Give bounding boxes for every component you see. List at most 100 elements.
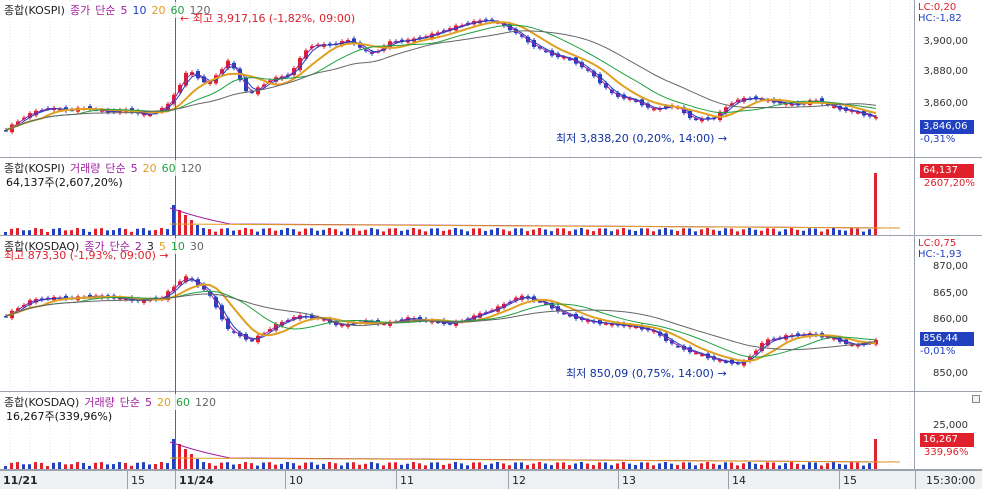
- kosdaq-candle-chart: [4, 236, 911, 391]
- volume-bar: [82, 228, 85, 235]
- volume-bar: [748, 228, 751, 235]
- kospi-volume-plot[interactable]: 종합(KOSPI) 거래량 단순 5 20 60 120 64,137주(2,607,20%…: [0, 158, 915, 235]
- candle-body: [232, 331, 236, 333]
- kosdaq-hc: HC:-1,93: [918, 249, 962, 260]
- volume-bar: [802, 464, 805, 469]
- moving-average-line: [5, 30, 877, 131]
- volume-bar: [52, 228, 55, 235]
- volume-bar: [694, 465, 697, 469]
- candle-body: [652, 108, 656, 111]
- kosdaq-plot-area[interactable]: 종합(KOSDAQ) 종가 단순 2 3 5 10 30 최고 873,30 (-1,93%,…: [0, 236, 915, 391]
- kospi-volume-axis[interactable]: 64,137 2607,20%: [916, 158, 982, 235]
- volume-bar: [742, 229, 745, 235]
- volume-bar: [496, 228, 499, 235]
- time-axis[interactable]: 11/21 15 11/24 10 11 12 13 14 15 15:30:0…: [0, 470, 982, 489]
- volume-bar: [856, 228, 859, 235]
- volume-bar: [310, 462, 313, 469]
- kosdaq-volume-badge: 16,267: [920, 433, 974, 447]
- collapse-pane-icon[interactable]: [972, 395, 980, 403]
- volume-bar: [508, 465, 511, 469]
- moving-average-line: [5, 20, 877, 131]
- volume-bar: [616, 463, 619, 469]
- date-label: 11/24: [179, 474, 214, 487]
- kospi-price-axis[interactable]: LC:0,20 HC:-1,82 3,900,00 3,880,00 3,860…: [916, 0, 982, 157]
- volume-bar: [52, 462, 55, 469]
- kospi-price-pane[interactable]: 종합(KOSPI) 종가 단순 5 10 20 60 120 ← 최고 3,917,16 (-…: [0, 0, 982, 158]
- volume-bar: [610, 465, 613, 469]
- volume-bar: [214, 231, 217, 235]
- kosdaq-price-axis[interactable]: LC:0,75 HC:-1,93 870,00 865,00 860,00 85…: [916, 236, 982, 391]
- volume-bar: [436, 462, 439, 469]
- volume-bar: [160, 462, 163, 469]
- volume-bar: [352, 228, 355, 235]
- axis-separator: [508, 471, 509, 489]
- kosdaq-tick: 865,00: [933, 288, 968, 299]
- title-word: 60: [161, 162, 176, 175]
- candle-body: [64, 295, 68, 300]
- volume-bar: [136, 228, 139, 235]
- kosdaq-price-pane[interactable]: 종합(KOSDAQ) 종가 단순 2 3 5 10 30 최고 873,30 (-1,93%,…: [0, 236, 982, 392]
- volume-bar: [676, 230, 679, 235]
- volume-bar: [508, 231, 511, 235]
- volume-bar: [754, 463, 757, 469]
- moving-average-line: [5, 21, 877, 131]
- candle-body: [364, 49, 368, 52]
- kospi-plot-area[interactable]: 종합(KOSPI) 종가 단순 5 10 20 60 120 ← 최고 3,917,16 (-…: [0, 0, 915, 157]
- axis-separator: [618, 471, 619, 489]
- kosdaq-tick: 870,00: [933, 261, 968, 272]
- title-word: 종합(KOSDAQ): [4, 396, 80, 409]
- volume-bar: [712, 229, 715, 235]
- kosdaq-low-label: 최저 850,09 (0,75%, 14:00) →: [566, 367, 727, 380]
- volume-bar: [154, 464, 157, 469]
- volume-bar: [832, 462, 835, 469]
- volume-bar: [454, 462, 457, 469]
- volume-bar: [46, 231, 49, 235]
- kosdaq-volume-plot[interactable]: 종합(KOSDAQ) 거래량 단순 5 20 60 120 16,267주(339,96%): [0, 392, 915, 469]
- volume-bar: [418, 229, 421, 235]
- volume-bar: [706, 462, 709, 469]
- volume-bar: [256, 231, 259, 235]
- volume-bar: [418, 463, 421, 469]
- volume-bar: [130, 465, 133, 469]
- volume-bar: [436, 228, 439, 235]
- volume-bar: [442, 464, 445, 469]
- volume-bar: [586, 463, 589, 469]
- volume-bar: [568, 465, 571, 469]
- volume-bar: [760, 230, 763, 235]
- kosdaq-volume-pane[interactable]: 종합(KOSDAQ) 거래량 단순 5 20 60 120 16,267주(339,96%)…: [0, 392, 982, 470]
- volume-bar: [622, 228, 625, 235]
- volume-bar: [274, 230, 277, 235]
- candle-body: [634, 100, 638, 102]
- volume-bar: [796, 229, 799, 235]
- volume-bar: [502, 229, 505, 235]
- volume-bar: [226, 462, 229, 469]
- kospi-price-badge: 3,846,06: [920, 120, 974, 134]
- kosdaq-change: -0,01%: [920, 346, 956, 357]
- volume-bar: [850, 228, 853, 235]
- volume-bar: [670, 463, 673, 469]
- volume-bar: [874, 439, 877, 469]
- volume-bar: [658, 463, 661, 469]
- volume-bar: [148, 230, 151, 235]
- kospi-volume-pane[interactable]: 종합(KOSPI) 거래량 단순 5 20 60 120 64,137주(2,607,20%…: [0, 158, 982, 236]
- volume-bar: [562, 228, 565, 235]
- volume-bar: [292, 229, 295, 235]
- volume-bar: [16, 228, 19, 235]
- volume-bar: [262, 228, 265, 235]
- volume-bar: [724, 462, 727, 469]
- candle-body: [520, 35, 524, 37]
- volume-bar: [148, 464, 151, 469]
- volume-bar: [826, 463, 829, 469]
- volume-bar: [778, 231, 781, 235]
- volume-bar: [448, 463, 451, 469]
- volume-bar: [376, 463, 379, 469]
- volume-bar: [568, 231, 571, 235]
- volume-bar: [358, 464, 361, 469]
- volume-bar: [10, 228, 13, 235]
- volume-bar: [634, 231, 637, 235]
- kosdaq-volume-axis[interactable]: 25,000 16,267 339,96%: [916, 392, 982, 469]
- candle-body: [628, 98, 632, 100]
- volume-bar: [610, 231, 613, 235]
- volume-bar: [334, 463, 337, 469]
- volume-bar: [382, 231, 385, 235]
